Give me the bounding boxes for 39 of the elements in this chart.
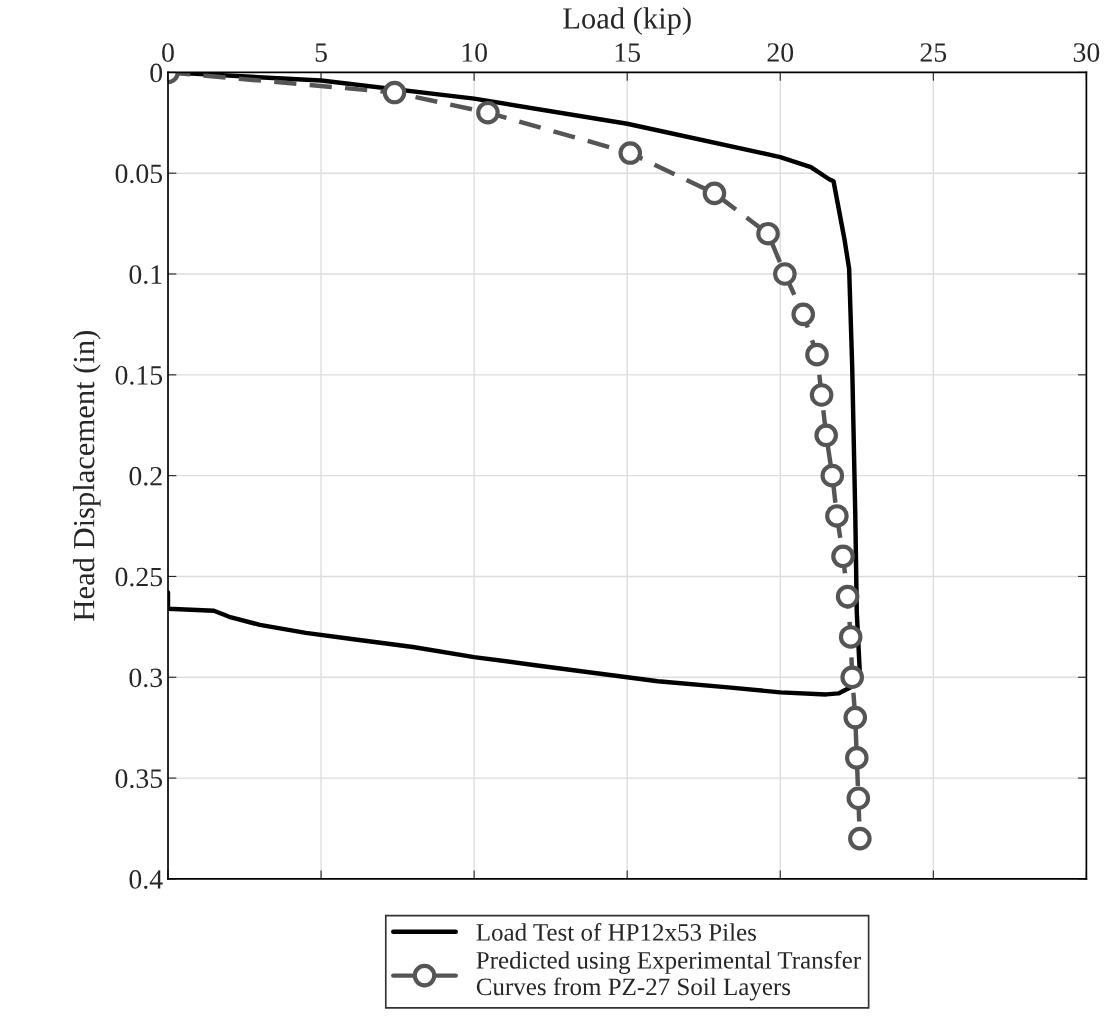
point — [820, 463, 845, 488]
y-tick-label: 0.15 — [115, 365, 163, 385]
point — [835, 584, 860, 609]
x-tick-label: 10 — [462, 43, 487, 62]
point — [702, 181, 727, 206]
point — [618, 141, 643, 165]
y-tick-label: 0.05 — [115, 164, 163, 184]
y-tick-label: 0 — [150, 63, 163, 83]
y-tick-label: 0.4 — [129, 870, 163, 889]
point — [805, 342, 829, 367]
y-axis-title: Head Displacement (in) — [72, 331, 101, 621]
point — [382, 80, 407, 105]
point — [840, 665, 865, 690]
y-tick-label: 0.1 — [129, 265, 162, 285]
x-axis-title: Load (kip) — [563, 7, 691, 35]
y-tick-label: 0.35 — [115, 769, 163, 789]
y-tick-label: 0.3 — [129, 668, 163, 688]
legend-label: Predicted using Experimental Transfer Curves from PZ-27 Soil Layers — [476, 950, 861, 1001]
point — [846, 786, 871, 811]
x-tick-label: 30 — [1073, 43, 1100, 62]
x-tick-label: 15 — [615, 43, 640, 62]
point — [756, 221, 780, 246]
point — [791, 302, 816, 327]
x-tick-label: 25 — [920, 43, 947, 62]
point — [476, 100, 500, 125]
y-tick-label: 0.2 — [129, 466, 162, 486]
point — [848, 826, 872, 851]
point — [838, 625, 863, 649]
point — [773, 262, 797, 286]
point — [831, 544, 855, 569]
y-tick-label: 0.25 — [115, 567, 163, 587]
point — [809, 383, 834, 407]
legend-label: Load Test of HP12x53 Piles — [476, 922, 756, 941]
x-tick-label: 20 — [767, 43, 794, 62]
point — [825, 504, 849, 528]
point — [843, 705, 868, 730]
x-tick-label: 5 — [315, 43, 327, 62]
point — [814, 423, 838, 448]
point — [844, 746, 869, 770]
